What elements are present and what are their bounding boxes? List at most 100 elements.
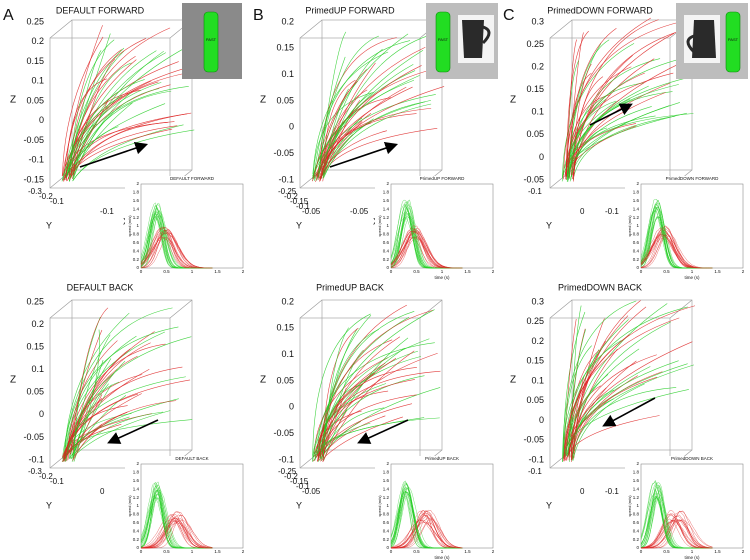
box-front [549, 37, 671, 189]
trajectory [562, 113, 694, 177]
z-tick-label: 0.1 [531, 375, 544, 385]
inset-y-tick-label: 1.6 [133, 478, 140, 483]
inset-x-tick-label: 0.5 [413, 269, 420, 274]
inset-y-tick-label: 1 [386, 223, 389, 228]
trajectory [312, 51, 389, 175]
box-edge [549, 19, 573, 39]
panel-letter: B [253, 7, 264, 24]
cylinder [725, 11, 741, 73]
inset-y-tick-label: 1.4 [633, 486, 640, 491]
y-tick-label: -0.1 [296, 202, 310, 211]
z-tick-label: -0.05 [273, 148, 294, 158]
inset-x-tick-label: 0 [640, 549, 643, 554]
inset-x-tick-label: 2 [242, 269, 245, 274]
speed-profile [390, 488, 463, 549]
z-label: Z [10, 95, 16, 106]
trajectory [323, 337, 409, 461]
trajectory [320, 309, 435, 459]
trajectory [320, 415, 386, 460]
inset-y-tick-label: 0 [136, 545, 139, 550]
z-tick-label: 0.05 [26, 95, 44, 105]
inset-y-tick-label: 0.6 [633, 520, 640, 525]
trajectory [323, 336, 401, 457]
trajectory [63, 326, 179, 462]
panel: PrimedDOWN BACK 0.3 0.25 0.2 0.15 0.1 0.05 0 -0.… [510, 282, 747, 560]
z-tick-label: 0.15 [26, 56, 44, 66]
y-tick-label: -0.1 [296, 482, 310, 491]
panel: A DEFAULT FORWARD 0.25 0.2 0.15 0.1 0.05 0 -0.05… [3, 3, 247, 280]
inset-y-tick-label: 0 [136, 265, 139, 270]
speed-profile [390, 519, 463, 549]
trajectory [70, 50, 164, 179]
trajectory [69, 89, 141, 176]
z-label: Z [10, 375, 16, 386]
trajectory [564, 123, 637, 176]
inset-y-tick-label: 1 [136, 223, 139, 228]
box-back [321, 19, 443, 171]
z-tick-label: 0.15 [276, 43, 294, 53]
trajectory [322, 103, 432, 179]
cylinder [203, 11, 219, 73]
mug [692, 20, 716, 58]
inset-y-tick-label: 0.2 [133, 257, 140, 262]
inset-y-label: speed (m/s) [127, 215, 132, 237]
direction-arrow [329, 142, 399, 168]
speed-profile [641, 510, 713, 548]
x-tick-label: 0 [100, 487, 105, 496]
inset-x-tick-label: 1.5 [214, 269, 221, 274]
trajectory [72, 400, 177, 461]
z-tick-label: 0.1 [281, 349, 294, 359]
trajectory [570, 360, 637, 460]
y-tick-label: -0.2 [39, 472, 53, 481]
trajectory [70, 59, 116, 178]
trajectory [573, 91, 673, 176]
z-tick-label: 0.05 [526, 395, 544, 405]
inset-y-tick-label: 1.4 [633, 206, 640, 211]
inset-y-tick-label: 0.2 [383, 257, 390, 262]
panel-title: PrimedDOWN FORWARD [547, 5, 653, 15]
inset-y-tick-label: 0.6 [383, 520, 390, 525]
trajectory [313, 417, 425, 457]
box-edge [299, 299, 323, 319]
inset-y-tick-label: 0.8 [133, 232, 140, 237]
inset-y-tick-label: 0.6 [633, 240, 640, 245]
x-tick-label: -0.1 [605, 207, 619, 216]
box-edge [419, 299, 443, 319]
inset-title: PrimedUP FORWARD [420, 176, 465, 181]
inset-y-tick-label: 1.2 [633, 495, 640, 500]
z-tick-label: 0.2 [281, 296, 294, 306]
direction-arrow [589, 103, 633, 126]
inset-x-tick-label: 1.5 [714, 269, 721, 274]
inset-x-label: time (s) [685, 555, 701, 560]
inset-y-tick-label: 0 [636, 265, 639, 270]
box-back [321, 299, 443, 451]
panel-title: DEFAULT FORWARD [56, 5, 145, 15]
inset-x-label: time (s) [435, 275, 451, 280]
inset-y-tick-label: 1.2 [383, 495, 390, 500]
trajectory [317, 86, 445, 178]
inset-y-tick-label: 1.6 [383, 198, 390, 203]
inset-y-tick-label: 2 [636, 461, 639, 466]
inset-y-tick-label: 0.4 [133, 248, 140, 253]
trajectory [312, 91, 375, 177]
z-label: Z [510, 95, 516, 106]
z-tick-label: -0.05 [273, 428, 294, 438]
trajectory [322, 352, 438, 462]
y-tick-label: -0.2 [39, 192, 53, 201]
inset-title: DEFAULT FORWARD [170, 176, 215, 181]
trajectory [570, 19, 659, 176]
trajectory [63, 38, 146, 182]
box-edge [549, 299, 573, 319]
inset-y-tick-label: 0.4 [633, 248, 640, 253]
inset-x-tick-label: 0 [390, 269, 393, 274]
inset-y-tick-label: 0.8 [633, 512, 640, 517]
inset-y-tick-label: 2 [386, 181, 389, 186]
inset-title: DEFAULT BACK [175, 456, 208, 461]
inset-y-tick-label: 1 [386, 503, 389, 508]
z-tick-label: 0.2 [531, 336, 544, 346]
inset-y-tick-label: 1.8 [133, 190, 140, 195]
inset-x-tick-label: 0.5 [663, 549, 670, 554]
inset-y-tick-label: 0.6 [133, 520, 140, 525]
panel-letter: A [3, 7, 14, 24]
